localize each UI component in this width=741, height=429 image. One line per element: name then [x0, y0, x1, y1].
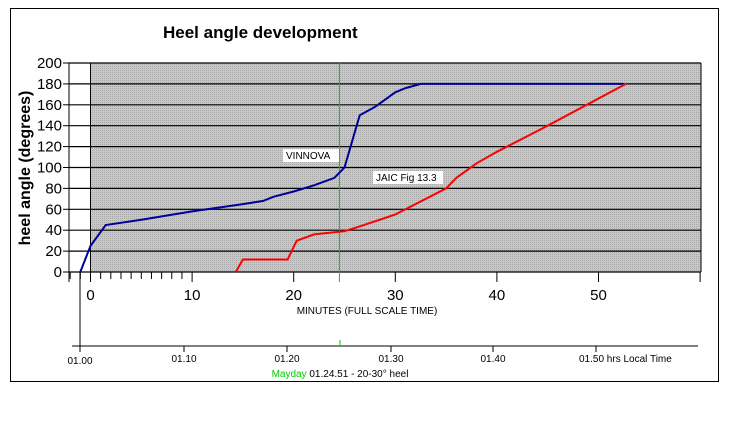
y-tick-label: 120 [37, 139, 62, 156]
time-tick-label: 01.10 [171, 354, 196, 365]
time-tick-label: 01.20 [274, 354, 299, 365]
mayday-note: Mayday 01.24.51 - 20-30° heel [272, 369, 409, 380]
x-tick-label: 0 [86, 287, 94, 304]
series-line-jaic [234, 83, 627, 273]
x-tick-label: 10 [184, 287, 201, 304]
series-label-box [283, 149, 339, 162]
x-tick-label: 50 [590, 287, 607, 304]
y-tick-label: 60 [45, 201, 62, 218]
time-tick-label: 01.50 hrs Local Time [579, 354, 672, 365]
x-tick-label: 30 [387, 287, 404, 304]
mayday-text: 01.24.51 - 20-30° heel [309, 369, 408, 380]
x-tick-label: 20 [285, 287, 302, 304]
time-tick-label: 01.30 [378, 354, 403, 365]
mayday-label: Mayday [272, 369, 307, 380]
y-tick-label: 140 [37, 118, 62, 135]
y-tick-label: 200 [37, 55, 62, 72]
y-axis-label: heel angle (degrees) [17, 91, 34, 246]
series-label: VINNOVA [286, 151, 331, 162]
x-tick-label: 40 [489, 287, 506, 304]
x-axis-label: MINUTES (FULL SCALE TIME) [297, 306, 438, 317]
y-tick-label: 40 [45, 222, 62, 239]
y-tick-label: 80 [45, 180, 62, 197]
series-label-box [373, 171, 443, 184]
series-label: JAIC Fig 13.3 [376, 173, 437, 184]
time-tick-label: 01.40 [480, 354, 505, 365]
y-tick-label: 180 [37, 76, 62, 93]
y-tick-label: 160 [37, 97, 62, 114]
time-tick-label: 01.00 [67, 356, 92, 367]
y-tick-label: 0 [54, 264, 62, 281]
y-tick-label: 100 [37, 160, 62, 177]
y-tick-label: 20 [45, 243, 62, 260]
series-line-vinnova [79, 82, 624, 273]
chart-title: Heel angle development [163, 23, 358, 42]
